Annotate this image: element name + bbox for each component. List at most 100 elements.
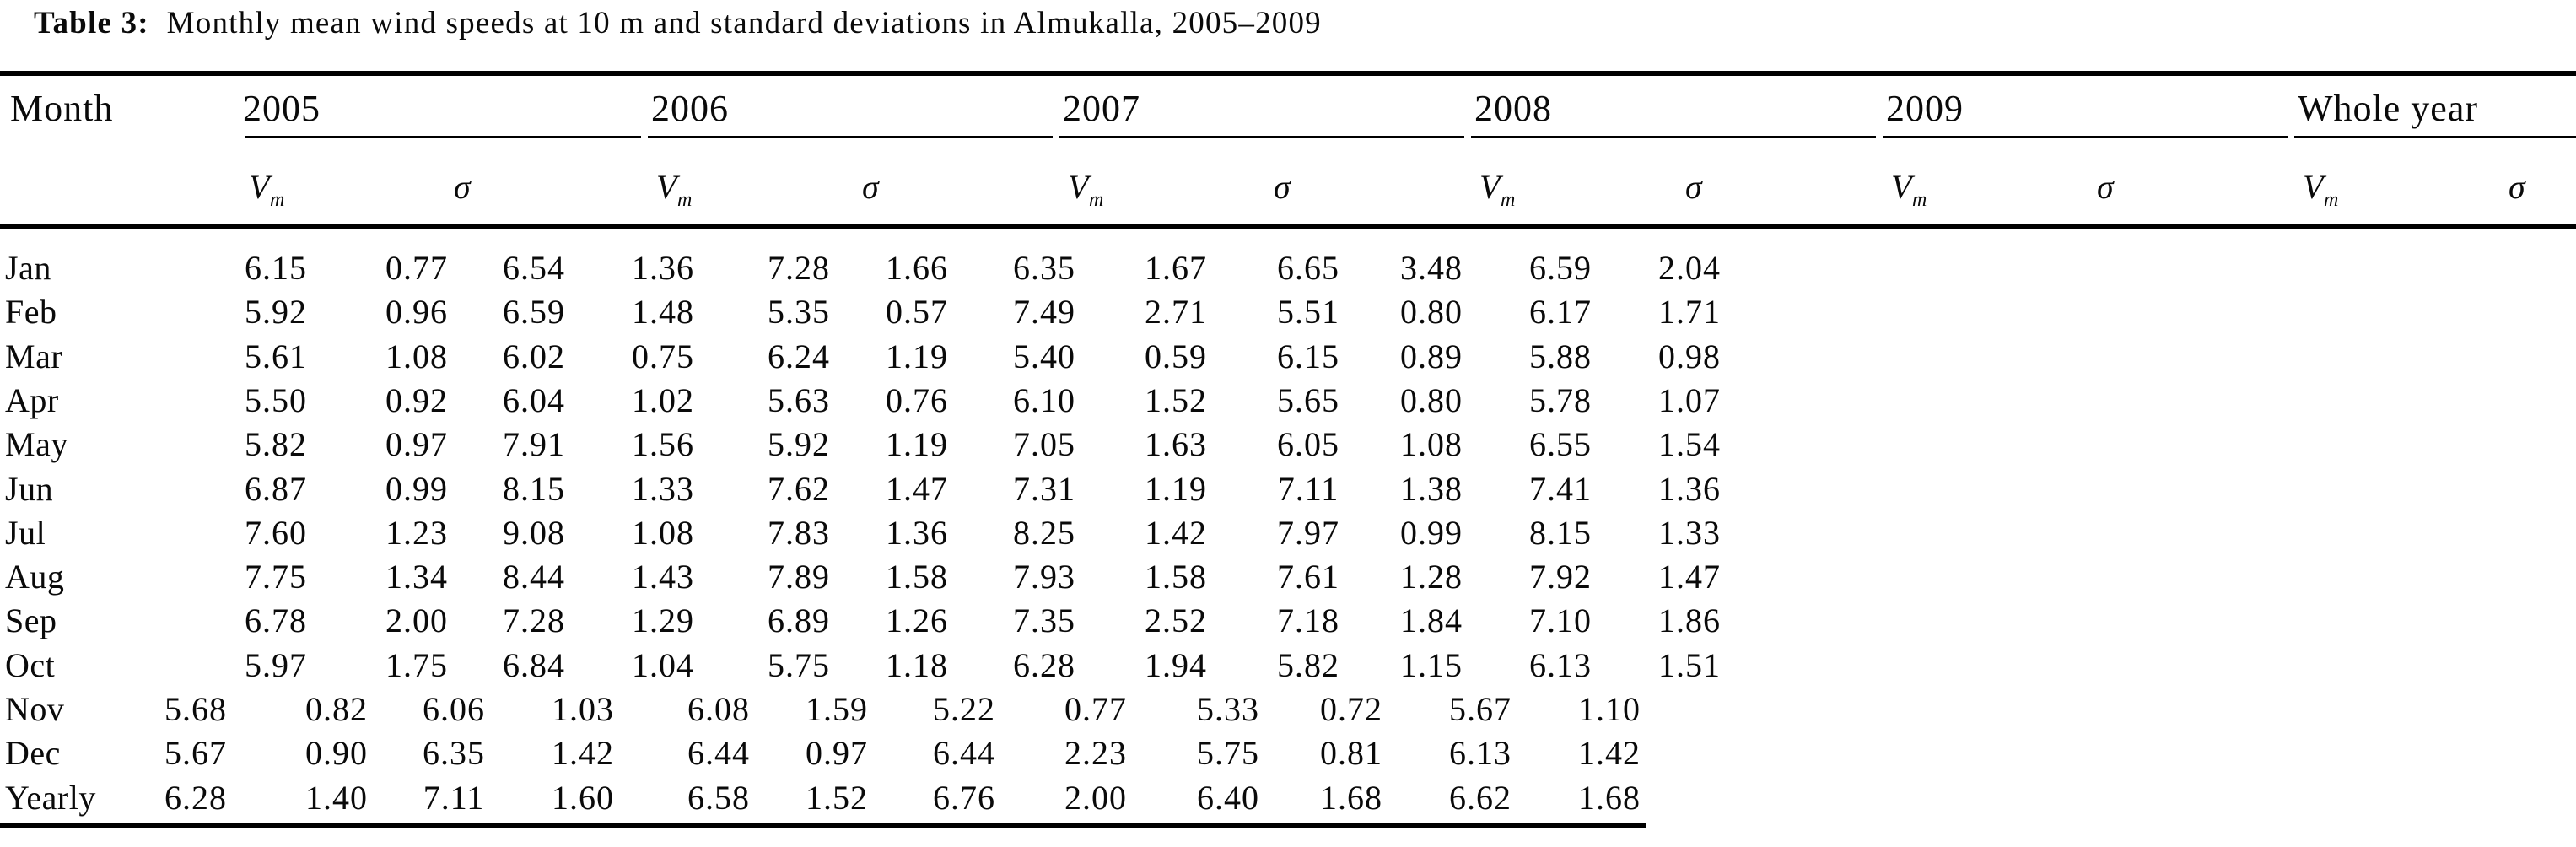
row-month-label: Yearly xyxy=(5,779,96,817)
cell-value: 1.33 xyxy=(1658,514,1721,552)
table-caption-label: Table 3: xyxy=(34,6,149,40)
cell-value: 5.75 xyxy=(768,646,830,684)
vm-symbol: V xyxy=(249,168,270,206)
header-group-rule-segment xyxy=(2294,136,2576,138)
cell-value: 1.52 xyxy=(806,779,868,817)
subheader-vm: Vm xyxy=(656,167,693,210)
cell-value: 2.71 xyxy=(1145,293,1207,331)
cell-value: 0.72 xyxy=(1320,690,1382,728)
cell-value: 5.82 xyxy=(1277,646,1339,684)
row-month-label: Nov xyxy=(5,690,65,728)
cell-value: 7.05 xyxy=(1013,425,1075,463)
cell-value: 1.03 xyxy=(552,690,614,728)
cell-value: 1.28 xyxy=(1400,558,1463,596)
table-row: Jul 7.60 1.23 9.08 1.08 7.83 1.36 8.25 1.42 7.97 0… xyxy=(0,513,2576,555)
cell-value: 1.68 xyxy=(1578,779,1641,817)
cell-value: 7.41 xyxy=(1529,470,1592,508)
cell-value: 1.38 xyxy=(1400,470,1463,508)
vm-symbol: V xyxy=(1479,168,1501,206)
cell-value: 6.28 xyxy=(164,779,227,817)
cell-value: 6.84 xyxy=(503,646,565,684)
vm-subscript: m xyxy=(676,189,693,211)
cell-value: 1.18 xyxy=(886,646,948,684)
cell-value: 5.22 xyxy=(933,690,995,728)
subheader-sigma: σ xyxy=(862,168,880,206)
cell-value: 6.58 xyxy=(687,779,750,817)
row-month-label: Mar xyxy=(5,337,63,375)
row-month-label: Jun xyxy=(5,470,54,508)
cell-value: 1.04 xyxy=(632,646,694,684)
cell-value: 6.65 xyxy=(1277,249,1339,287)
cell-value: 5.35 xyxy=(768,293,830,331)
vm-symbol: V xyxy=(1068,168,1089,206)
cell-value: 7.11 xyxy=(423,779,485,817)
cell-value: 1.68 xyxy=(1320,779,1382,817)
table-row: Oct 5.97 1.75 6.84 1.04 5.75 1.18 6.28 1.94 5.82 1… xyxy=(0,645,2576,688)
cell-value: 5.63 xyxy=(768,381,830,419)
vm-subscript: m xyxy=(2323,189,2339,211)
cell-value: 0.97 xyxy=(385,425,448,463)
table-row: May 5.82 0.97 7.91 1.56 5.92 1.19 7.05 1.63 6.05 1… xyxy=(0,424,2576,467)
cell-value: 1.42 xyxy=(1578,734,1641,772)
header-bottom-rule xyxy=(0,224,2576,229)
row-month-label: Feb xyxy=(5,293,57,331)
cell-value: 7.75 xyxy=(245,558,307,596)
cell-value: 1.23 xyxy=(385,514,448,552)
cell-value: 2.23 xyxy=(1064,734,1127,772)
cell-value: 0.98 xyxy=(1658,337,1721,375)
cell-value: 1.51 xyxy=(1658,646,1721,684)
cell-value: 1.94 xyxy=(1145,646,1207,684)
cell-value: 5.61 xyxy=(245,337,307,375)
cell-value: 6.35 xyxy=(423,734,485,772)
cell-value: 5.88 xyxy=(1529,337,1592,375)
header-group-rule-segment xyxy=(648,136,1053,138)
cell-value: 7.49 xyxy=(1013,293,1075,331)
cell-value: 1.40 xyxy=(305,779,368,817)
vm-subscript: m xyxy=(1911,189,1927,211)
cell-value: 5.92 xyxy=(768,425,830,463)
cell-value: 0.80 xyxy=(1400,293,1463,331)
cell-value: 7.28 xyxy=(503,602,565,639)
cell-value: 1.56 xyxy=(632,425,694,463)
cell-value: 0.99 xyxy=(1400,514,1463,552)
vm-subscript: m xyxy=(1088,189,1104,211)
cell-value: 5.78 xyxy=(1529,381,1592,419)
cell-value: 1.67 xyxy=(1145,249,1207,287)
cell-value: 1.43 xyxy=(632,558,694,596)
cell-value: 1.08 xyxy=(632,514,694,552)
cell-value: 6.62 xyxy=(1449,779,1512,817)
cell-value: 0.81 xyxy=(1320,734,1382,772)
cell-value: 1.86 xyxy=(1658,602,1721,639)
year-header-whole-year: Whole year xyxy=(2298,88,2478,129)
year-header-2005: 2005 xyxy=(243,88,321,129)
bottom-rule xyxy=(0,823,1646,828)
cell-value: 9.08 xyxy=(503,514,565,552)
cell-value: 0.92 xyxy=(385,381,448,419)
table-row: Sep 6.78 2.00 7.28 1.29 6.89 1.26 7.35 2.52 7.18 1… xyxy=(0,601,2576,643)
table-row: Mar 5.61 1.08 6.02 0.75 6.24 1.19 5.40 0.59 6.15 0… xyxy=(0,337,2576,379)
cell-value: 6.15 xyxy=(1277,337,1339,375)
cell-value: 6.10 xyxy=(1013,381,1075,419)
cell-value: 1.84 xyxy=(1400,602,1463,639)
cell-value: 1.71 xyxy=(1658,293,1721,331)
cell-value: 6.40 xyxy=(1197,779,1259,817)
cell-value: 7.83 xyxy=(768,514,830,552)
cell-value: 6.44 xyxy=(687,734,750,772)
cell-value: 0.89 xyxy=(1400,337,1463,375)
cell-value: 5.82 xyxy=(245,425,307,463)
cell-value: 1.19 xyxy=(886,425,948,463)
year-header-2008: 2008 xyxy=(1474,88,1552,129)
cell-value: 1.66 xyxy=(886,249,948,287)
cell-value: 6.17 xyxy=(1529,293,1592,331)
cell-value: 2.00 xyxy=(1064,779,1127,817)
cell-value: 6.13 xyxy=(1449,734,1512,772)
cell-value: 1.63 xyxy=(1145,425,1207,463)
row-month-label: Apr xyxy=(5,381,59,419)
cell-value: 1.58 xyxy=(886,558,948,596)
cell-value: 3.48 xyxy=(1400,249,1463,287)
cell-value: 7.35 xyxy=(1013,602,1075,639)
cell-value: 6.44 xyxy=(933,734,995,772)
row-month-label: May xyxy=(5,425,68,463)
cell-value: 0.57 xyxy=(886,293,948,331)
